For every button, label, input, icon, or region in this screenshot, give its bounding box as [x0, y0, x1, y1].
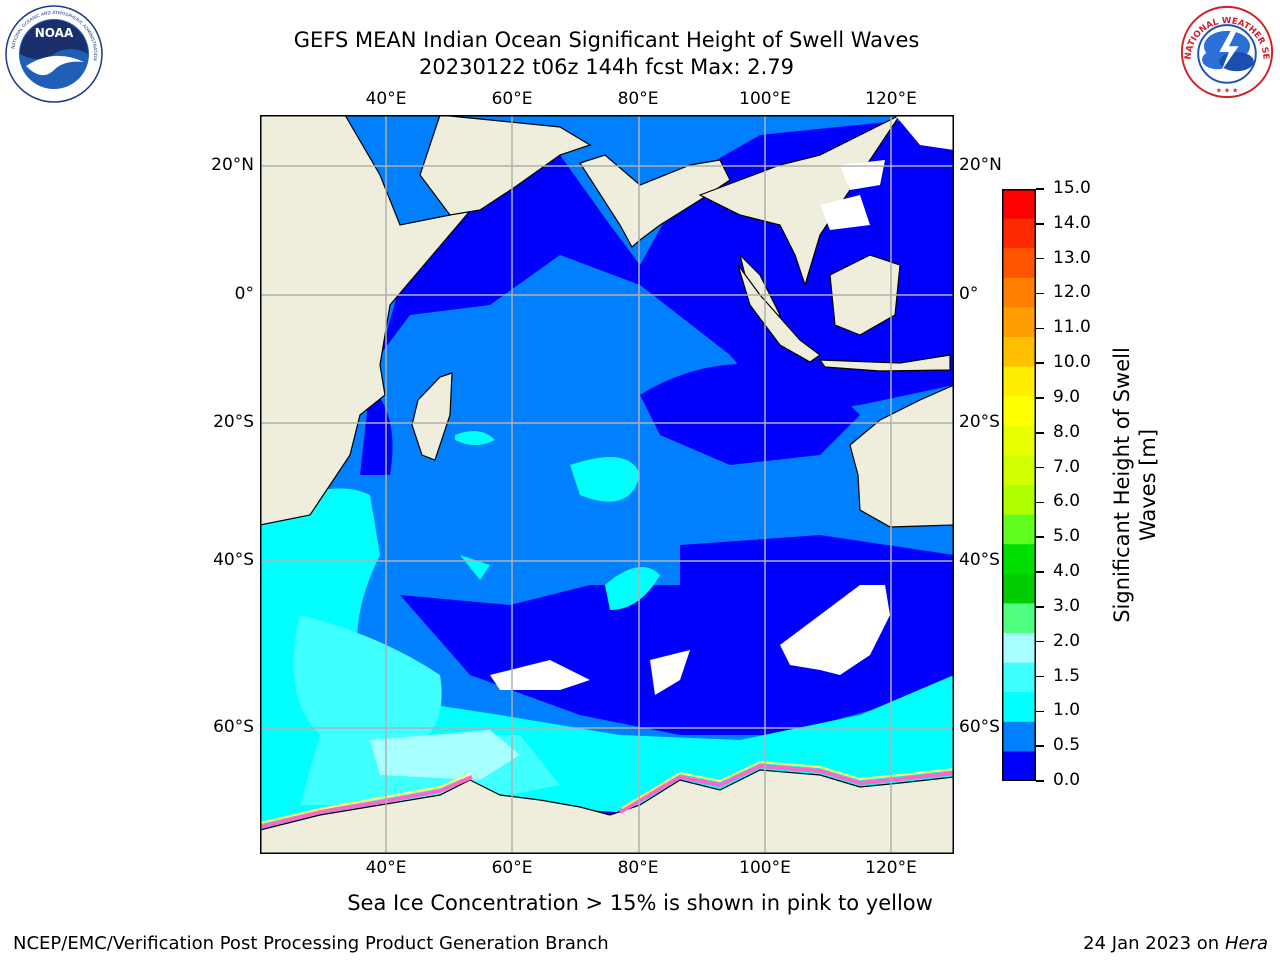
lat-label-left-40s: 40°S — [213, 550, 254, 570]
lat-label-right-60s: 60°S — [959, 717, 1000, 737]
colorbar-segment — [1002, 751, 1036, 781]
land — [260, 115, 954, 854]
colorbar-tick-mark — [1036, 675, 1044, 678]
colorbar-tick-mark — [1036, 710, 1044, 713]
colorbar-segment — [1002, 485, 1036, 516]
noaa-logo: NOAA NATIONAL OCEANIC AND ATMOSPHERIC AD… — [5, 5, 103, 103]
lat-label-left-20s: 20°S — [213, 412, 254, 432]
chart-subtitle: 20230122 t06z 144h fcst Max: 2.79 — [419, 55, 794, 79]
colorbar-segment — [1002, 573, 1036, 604]
colorbar-tick-label: 13.0 — [1053, 247, 1091, 268]
lon-label-bottom-80e: 80°E — [617, 858, 659, 878]
colorbar-tick-mark — [1036, 571, 1044, 573]
nws-logo: NATIONAL WEATHER SERVICE ★ ★ ★ — [1178, 4, 1274, 99]
lon-label-top-40e: 40°E — [365, 89, 407, 109]
colorbar-tick-mark — [1036, 257, 1044, 260]
colorbar-tick-label: 9.0 — [1053, 386, 1081, 407]
lat-label-right-0: 0° — [959, 284, 979, 304]
colorbar-segment — [1002, 425, 1036, 456]
colorbar — [1002, 189, 1036, 781]
colorbar-segment — [1002, 514, 1036, 545]
no-data-patches — [490, 115, 954, 695]
map-frame — [260, 115, 954, 854]
lat-label-left-0: 0° — [234, 284, 254, 304]
lat-label-right-40s: 40°S — [959, 550, 1000, 570]
sea-ice-edge — [260, 760, 954, 829]
colorbar-tick-mark — [1036, 780, 1044, 782]
colorbar-segment — [1002, 396, 1036, 427]
footer-credit: NCEP/EMC/Verification Post Processing Pr… — [13, 933, 609, 954]
swell-band-2.0-3.0 — [370, 730, 520, 780]
colorbar-tick-label: 0.0 — [1053, 770, 1081, 790]
colorbar-tick-mark — [1036, 501, 1044, 504]
lat-label-left-20n: 20°N — [211, 155, 254, 175]
colorbar-tick-label: 12.0 — [1053, 282, 1091, 303]
lon-label-top-100e: 100°E — [739, 89, 791, 109]
colorbar-segment — [1002, 692, 1036, 723]
lat-label-left-60s: 60°S — [213, 717, 254, 737]
colorbar-tick-label: 14.0 — [1053, 212, 1091, 233]
sea-ice-caption: Sea Ice Concentration > 15% is shown in … — [347, 891, 933, 915]
colorbar-tick-mark — [1036, 640, 1044, 643]
colorbar-tick-mark — [1036, 745, 1044, 747]
footer-host: Hera — [1224, 933, 1268, 954]
colorbar-segment — [1002, 544, 1036, 575]
colorbar-segment — [1002, 248, 1036, 279]
colorbar-tick-label: 5.0 — [1053, 526, 1081, 547]
noaa-wordmark: NOAA — [35, 26, 74, 40]
colorbar-segment — [1002, 337, 1036, 368]
colorbar-tick-mark — [1036, 362, 1044, 364]
colorbar-tick-label: 2.0 — [1053, 630, 1081, 651]
colorbar-tick-label: 11.0 — [1053, 317, 1091, 338]
colorbar-tick-mark — [1036, 606, 1044, 608]
colorbar-tick-label: 6.0 — [1053, 491, 1081, 512]
lon-label-bottom-60e: 60°E — [491, 858, 533, 878]
footer-date-text: 24 Jan 2023 on — [1083, 933, 1225, 954]
chart-title: GEFS MEAN Indian Ocean Significant Heigh… — [293, 28, 920, 52]
colorbar-segment — [1002, 721, 1036, 752]
map-plot — [260, 115, 954, 854]
colorbar-tick-mark — [1036, 536, 1044, 538]
nws-stars: ★ ★ ★ — [1216, 86, 1238, 94]
gridlines — [260, 115, 954, 854]
colorbar-tick-label: 1.0 — [1053, 700, 1081, 721]
colorbar-segment — [1002, 189, 1036, 220]
colorbar-tick-label: 1.5 — [1053, 665, 1081, 686]
colorbar-tick-label: 8.0 — [1053, 421, 1081, 442]
lat-label-right-20s: 20°S — [959, 412, 1000, 432]
colorbar-segment — [1002, 218, 1036, 249]
lon-label-bottom-100e: 100°E — [739, 858, 791, 878]
colorbar-tick-mark — [1036, 223, 1044, 225]
colorbar-tick-label: 7.0 — [1053, 456, 1081, 477]
lon-label-top-80e: 80°E — [617, 89, 659, 109]
lon-label-bottom-120e: 120°E — [865, 858, 917, 878]
svg-text:Significant Height of Swell: Significant Height of Swell — [1110, 347, 1134, 623]
colorbar-tick-label: 4.0 — [1053, 561, 1081, 582]
colorbar-segment — [1002, 366, 1036, 397]
lon-label-top-60e: 60°E — [491, 89, 533, 109]
colorbar-segment — [1002, 307, 1036, 338]
svg-text:Waves [m]: Waves [m] — [1136, 429, 1160, 541]
colorbar-segment — [1002, 277, 1036, 308]
colorbar-segment — [1002, 603, 1036, 634]
colorbar-tick-mark — [1036, 397, 1044, 399]
colorbar-segment — [1002, 633, 1036, 664]
colorbar-tick-mark — [1036, 292, 1044, 295]
footer-date: 24 Jan 2023 on Hera — [1083, 933, 1268, 954]
colorbar-tick-mark — [1036, 466, 1044, 469]
colorbar-segment — [1002, 455, 1036, 486]
colorbar-tick-label: 3.0 — [1053, 595, 1081, 616]
colorbar-tick-mark — [1036, 327, 1044, 330]
lat-label-right-20n: 20°N — [959, 155, 1002, 175]
colorbar-tick-mark — [1036, 432, 1044, 434]
colorbar-tick-mark — [1036, 188, 1044, 190]
colorbar-tick-label: 15.0 — [1053, 178, 1091, 198]
colorbar-tick-label: 0.5 — [1053, 735, 1081, 756]
colorbar-label: Significant Height of Swell Waves [m] — [1110, 347, 1160, 623]
colorbar-segment — [1002, 662, 1036, 693]
lon-label-bottom-40e: 40°E — [365, 858, 407, 878]
colorbar-tick-label: 10.0 — [1053, 352, 1091, 373]
lon-label-top-120e: 120°E — [865, 89, 917, 109]
